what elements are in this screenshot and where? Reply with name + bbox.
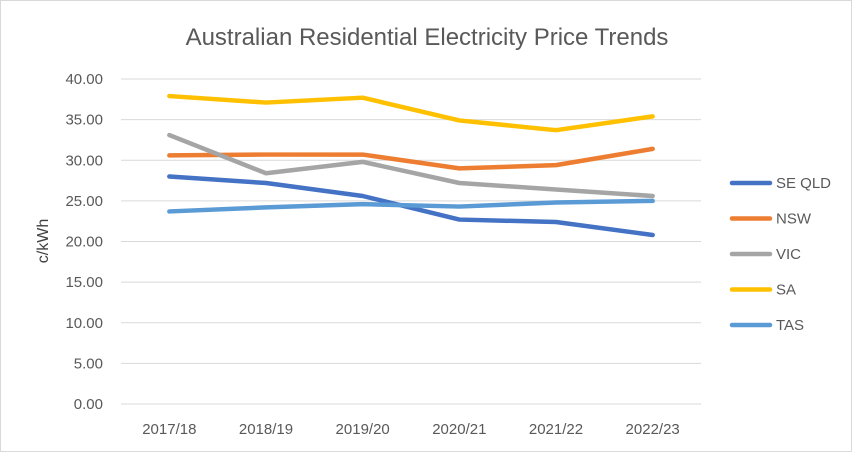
x-tick-label: 2021/22 (529, 421, 583, 438)
legend-label: SA (776, 282, 796, 299)
y-tick-label: 30.00 (65, 152, 103, 169)
gridlines (121, 78, 701, 405)
y-tick-label: 25.00 (65, 193, 103, 210)
series-line-se-qld (167, 174, 655, 238)
legend-label: SE QLD (776, 175, 831, 192)
legend: SE QLD NSW VIC SA TAS (729, 175, 831, 334)
x-tick-label: 2019/20 (336, 421, 390, 438)
series-line-vic (167, 132, 655, 199)
series-line-tas (167, 198, 655, 214)
series-line-nsw (167, 146, 655, 171)
chart-title: Australian Residential Electricity Price… (186, 24, 669, 51)
y-tick-label: 15.00 (65, 274, 103, 291)
y-tick-label: 10.00 (65, 315, 103, 332)
legend-label: VIC (776, 246, 801, 263)
y-axis-label: c/kWh (35, 219, 52, 263)
legend-label: TAS (776, 317, 804, 334)
y-tick-label: 20.00 (65, 234, 103, 251)
x-tick-label: 2020/21 (432, 421, 486, 438)
x-tick-label: 2017/18 (142, 421, 196, 438)
x-tick-label: 2022/23 (626, 421, 680, 438)
legend-label: NSW (776, 211, 812, 228)
y-tick-label: 0.00 (74, 396, 103, 413)
series-line-sa (167, 93, 655, 133)
series-lines (167, 93, 655, 238)
y-tick-label: 5.00 (74, 355, 103, 372)
axis-ticks: 0.00 5.00 10.00 15.00 20.00 25.00 30.00 35.00 40… (65, 71, 679, 438)
x-tick-label: 2018/19 (239, 421, 293, 438)
y-tick-label: 35.00 (65, 112, 103, 129)
y-tick-label: 40.00 (65, 71, 103, 88)
